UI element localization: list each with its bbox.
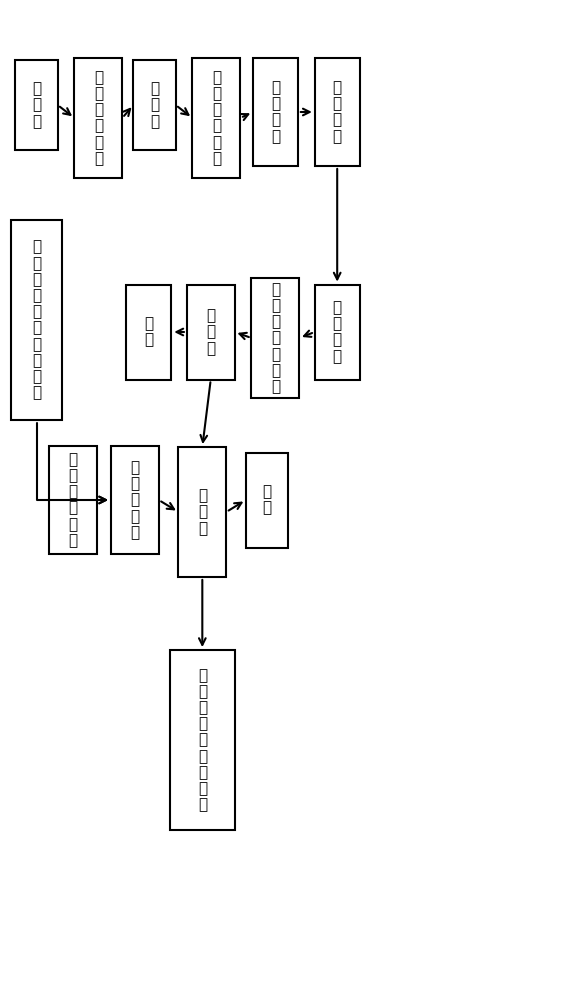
Text: 空
气
加
压
脱
水: 空 气 加 压 脱 水 [94, 70, 103, 166]
FancyBboxPatch shape [126, 284, 171, 379]
FancyBboxPatch shape [246, 452, 288, 548]
Text: 污
泥
仓: 污 泥 仓 [150, 81, 159, 129]
Text: 污
泥
切
割: 污 泥 切 割 [333, 300, 342, 364]
FancyBboxPatch shape [111, 446, 158, 554]
FancyBboxPatch shape [187, 284, 235, 379]
Text: 污
泥
池: 污 泥 池 [32, 81, 41, 129]
FancyBboxPatch shape [192, 58, 241, 178]
Text: 电
除
尘: 电 除 尘 [206, 308, 215, 356]
Text: 污
泥
成
型: 污 泥 成 型 [333, 80, 342, 144]
FancyBboxPatch shape [49, 446, 97, 554]
FancyBboxPatch shape [16, 60, 58, 150]
Text: 污
泥
输
送: 污 泥 输 送 [271, 80, 280, 144]
FancyBboxPatch shape [11, 220, 62, 420]
Text: 附
量
加
入
生
石
灰
及
片
碱: 附 量 加 入 生 石 灰 及 片 碱 [32, 240, 41, 400]
Text: 烟
囱: 烟 囱 [262, 484, 271, 516]
FancyBboxPatch shape [315, 284, 360, 379]
FancyBboxPatch shape [253, 58, 298, 166]
Text: 循
环
流
化
床
锅
炉: 循 环 流 化 床 锅 炉 [271, 282, 280, 394]
Text: 机
械
加
压
脱
水: 机 械 加 压 脱 水 [212, 70, 221, 166]
Text: 废
水
回
收
处
理
再
利
用: 废 水 回 收 处 理 再 利 用 [198, 668, 207, 812]
FancyBboxPatch shape [134, 60, 175, 150]
Text: 脱
硫
塔: 脱 硫 塔 [198, 488, 207, 536]
Text: 制
浆
碱
液
废
水: 制 浆 碱 液 废 水 [69, 452, 78, 548]
FancyBboxPatch shape [74, 58, 122, 178]
FancyBboxPatch shape [252, 278, 299, 398]
Text: 灰
仓: 灰 仓 [144, 316, 153, 348]
Text: 脱
硫
循
环
槽: 脱 硫 循 环 槽 [130, 460, 139, 540]
FancyBboxPatch shape [179, 447, 226, 577]
FancyBboxPatch shape [315, 58, 360, 166]
FancyBboxPatch shape [170, 650, 235, 830]
